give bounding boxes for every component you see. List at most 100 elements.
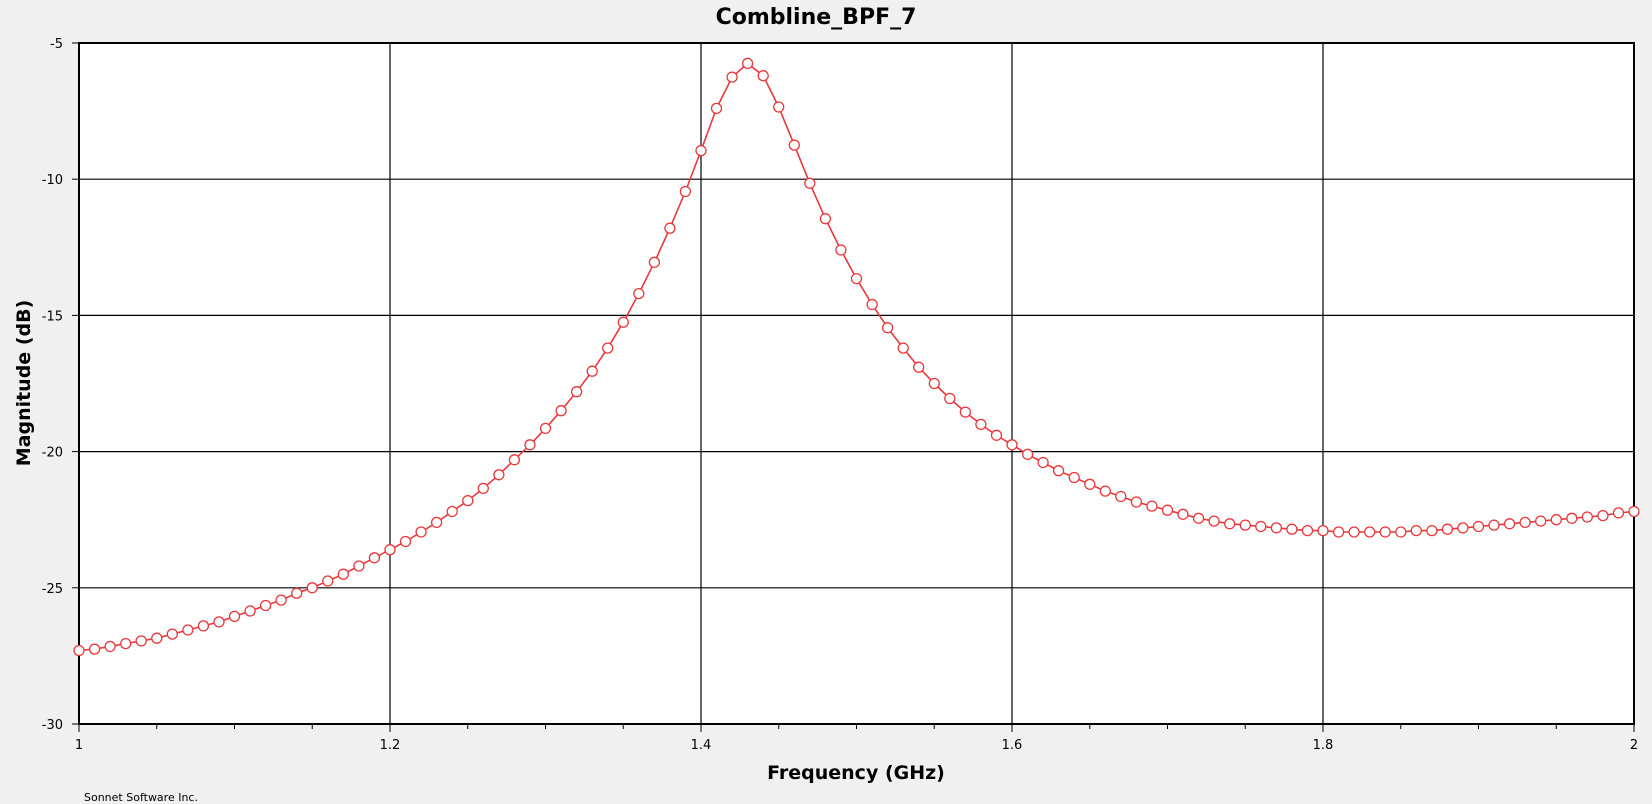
data-point — [866, 298, 878, 311]
data-point — [1192, 512, 1205, 524]
footer-credit: Sonnet Software Inc. — [84, 791, 198, 804]
y-tick-label: -15 — [42, 309, 63, 324]
data-point — [1317, 524, 1329, 537]
y-tick-label: -20 — [42, 446, 63, 461]
data-point — [975, 418, 987, 431]
data-point — [586, 365, 598, 377]
data-point — [570, 386, 583, 398]
y-tick-label: -25 — [42, 582, 63, 597]
data-point — [430, 516, 443, 529]
data-point — [944, 392, 956, 405]
data-point — [1535, 515, 1547, 527]
data-point — [741, 57, 754, 70]
data-point — [1021, 448, 1034, 460]
data-point — [1612, 507, 1625, 519]
data-point — [384, 544, 396, 556]
data-point — [539, 422, 552, 435]
data-point — [151, 632, 163, 644]
data-point — [1286, 523, 1298, 535]
data-point — [804, 177, 816, 189]
data-point — [602, 342, 614, 354]
y-tick-label: -30 — [42, 718, 63, 733]
data-point — [1348, 526, 1360, 538]
data-point — [928, 377, 940, 390]
data-point — [306, 582, 318, 594]
data-point — [990, 429, 1003, 441]
data-point — [446, 505, 458, 518]
data-point — [1550, 514, 1562, 526]
data-point — [1503, 518, 1516, 530]
data-point — [337, 568, 349, 580]
data-point — [1628, 505, 1640, 518]
data-point — [1224, 518, 1236, 530]
data-point — [1457, 522, 1469, 534]
data-point — [1566, 512, 1578, 524]
data-point — [1581, 511, 1593, 523]
data-point — [835, 244, 847, 256]
data-point — [1255, 520, 1267, 533]
data-point — [1270, 522, 1283, 534]
data-point — [1472, 520, 1485, 533]
data-point — [710, 102, 723, 115]
data-point — [1364, 526, 1376, 538]
data-point — [88, 643, 101, 655]
data-point — [1115, 490, 1127, 503]
x-tick-label: 2 — [1630, 738, 1638, 753]
y-tick-label: -10 — [42, 173, 63, 188]
data-point — [135, 635, 147, 647]
data-point — [493, 469, 505, 481]
data-point — [1161, 504, 1174, 516]
data-point — [648, 256, 661, 268]
y-axis-label: Magnitude (dB) — [13, 300, 35, 467]
data-point — [1146, 500, 1158, 512]
series-group — [73, 57, 1640, 657]
data-point — [850, 272, 863, 285]
data-point — [679, 185, 692, 198]
data-point — [788, 139, 800, 151]
data-point — [1177, 508, 1189, 520]
data-point — [213, 616, 225, 628]
data-point — [259, 599, 272, 612]
data-point — [726, 71, 738, 83]
data-point — [353, 560, 365, 572]
y-tick-label: -5 — [50, 37, 63, 52]
data-point — [275, 594, 287, 606]
data-point — [120, 637, 132, 650]
data-point — [897, 342, 909, 354]
data-point — [244, 605, 256, 617]
data-point — [477, 482, 489, 495]
data-point — [1379, 526, 1391, 538]
x-tick-label: 1.4 — [691, 738, 712, 753]
data-point — [1099, 485, 1111, 497]
x-tick-label: 1 — [75, 738, 83, 753]
data-point — [1006, 439, 1018, 451]
x-tick-label: 1.6 — [1002, 738, 1023, 753]
data-point — [228, 610, 241, 623]
data-point — [695, 144, 707, 157]
data-point — [633, 287, 645, 300]
data-point — [399, 535, 412, 548]
data-point — [104, 640, 116, 653]
data-point — [819, 213, 832, 225]
data-point — [197, 620, 210, 632]
data-point — [1395, 526, 1407, 538]
data-point — [617, 316, 629, 328]
data-point — [322, 575, 334, 587]
data-point — [291, 587, 303, 599]
data-point — [462, 494, 474, 507]
data-point — [182, 624, 194, 636]
data-point — [913, 361, 925, 373]
data-point — [1084, 478, 1096, 490]
data-point — [415, 526, 427, 538]
data-point — [1519, 516, 1531, 529]
data-point — [1130, 496, 1143, 508]
data-point — [959, 406, 972, 418]
data-point — [881, 322, 894, 334]
data-point — [1488, 519, 1500, 531]
data-point — [664, 222, 676, 234]
data-point — [1426, 524, 1438, 537]
data-point — [524, 439, 536, 451]
axis-ticks: 1 1.2 1.4 1.6 1.8 2 -30 -25 -20 -15 -10 -5 — [42, 37, 1638, 753]
grid — [79, 43, 1634, 724]
